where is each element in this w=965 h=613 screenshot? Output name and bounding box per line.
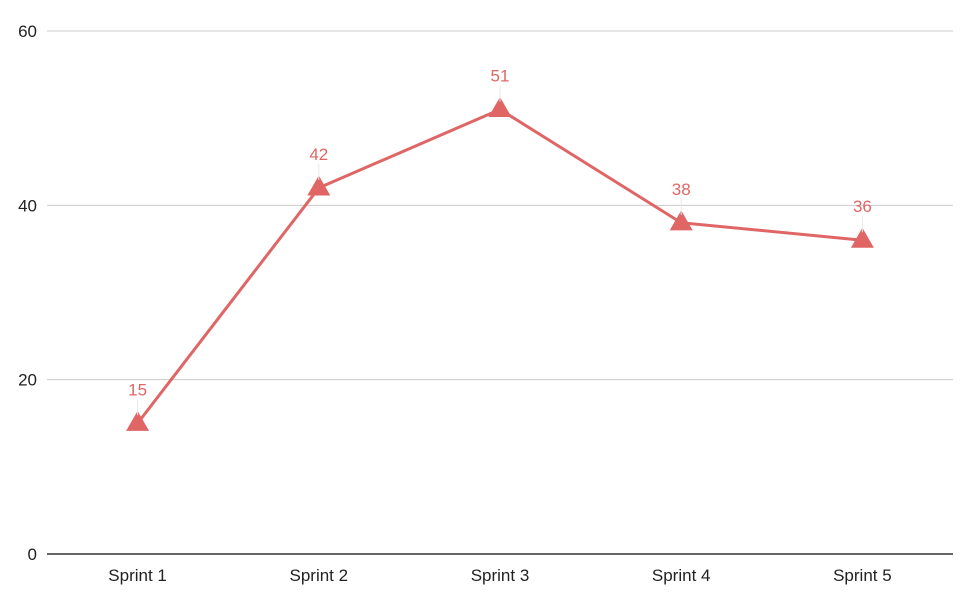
y-tick-label: 40 xyxy=(18,196,37,215)
x-tick-label: Sprint 3 xyxy=(471,566,530,585)
x-tick-label: Sprint 2 xyxy=(290,566,349,585)
series-group xyxy=(126,97,874,431)
data-point-marker xyxy=(307,175,331,196)
y-axis-ticks: 0 20 40 60 xyxy=(18,22,37,564)
x-tick-label: Sprint 5 xyxy=(833,566,892,585)
x-tick-label: Sprint 1 xyxy=(108,566,167,585)
data-label: 42 xyxy=(309,145,328,164)
y-tick-label: 20 xyxy=(18,371,37,390)
y-tick-label: 0 xyxy=(28,545,37,564)
series-line xyxy=(136,107,863,425)
data-point-marker xyxy=(488,97,512,118)
data-label: 51 xyxy=(491,66,510,85)
data-labels: 15 42 51 38 36 xyxy=(128,66,872,416)
data-label: 38 xyxy=(672,180,691,199)
data-point-marker xyxy=(669,210,693,231)
x-tick-label: Sprint 4 xyxy=(652,566,711,585)
data-point-marker xyxy=(850,227,874,248)
data-label: 15 xyxy=(128,380,147,399)
y-tick-label: 60 xyxy=(18,22,37,41)
data-point-marker xyxy=(126,410,150,431)
x-axis-ticks: Sprint 1 Sprint 2 Sprint 3 Sprint 4 Sprint 5 xyxy=(108,566,891,585)
data-label: 36 xyxy=(853,197,872,216)
gridlines xyxy=(47,30,953,381)
